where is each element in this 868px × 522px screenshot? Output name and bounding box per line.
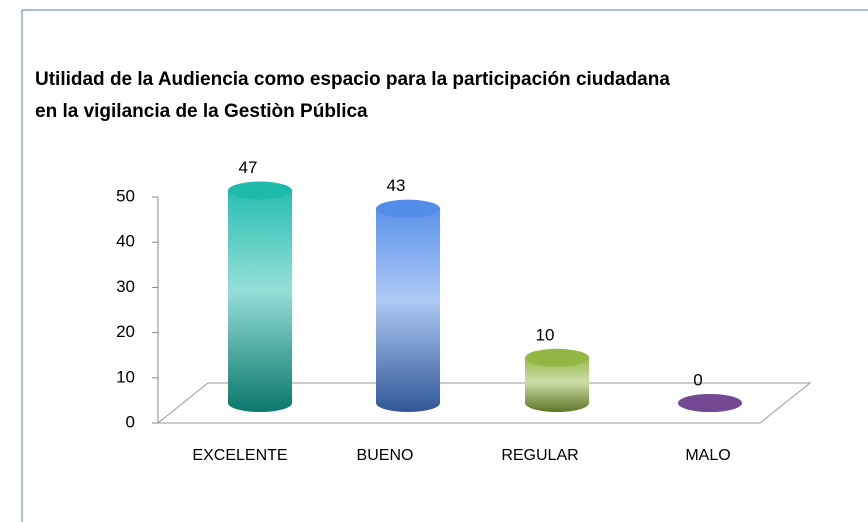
floor (156, 382, 812, 424)
chart-title: en la vigilancia de la Gestiòn Pública (35, 101, 368, 122)
y-tick-label: 10 (116, 367, 135, 386)
x-tick-label: BUENO (357, 447, 414, 464)
y-tick-label: 50 (116, 186, 135, 205)
value-label: 47 (239, 158, 258, 177)
value-label: 0 (693, 370, 702, 389)
value-label: 43 (387, 176, 406, 195)
chart-frame (21, 9, 868, 522)
bar-top (678, 394, 742, 412)
chart-title: Utilidad de la Audiencia como espacio pa… (35, 69, 670, 90)
y-tick-label: 0 (126, 412, 135, 431)
bar (228, 190, 292, 412)
x-tick-label: REGULAR (501, 447, 578, 464)
bar-top (525, 348, 589, 367)
y-tick-label: 30 (116, 277, 135, 296)
value-label: 10 (536, 325, 555, 344)
bar-top (376, 199, 440, 218)
bar-top (228, 181, 292, 200)
y-tick-label: 20 (116, 322, 135, 341)
x-tick-label: EXCELENTE (192, 447, 287, 464)
bar (525, 357, 589, 412)
x-tick-label: MALO (685, 447, 730, 464)
bar (376, 208, 440, 412)
y-tick-label: 40 (116, 232, 135, 251)
